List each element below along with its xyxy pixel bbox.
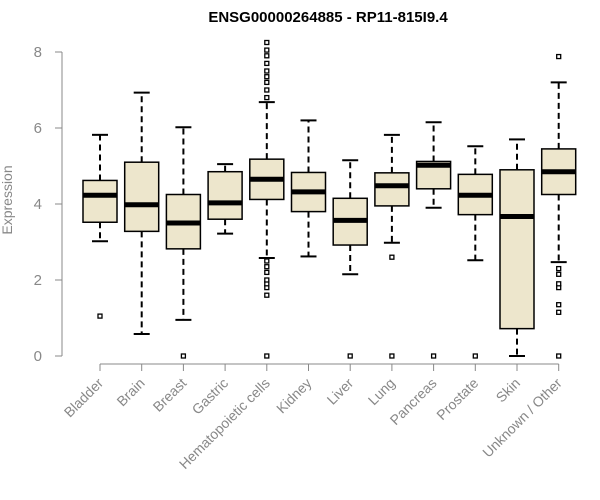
box-lung (374, 133, 410, 359)
box-gastric (207, 163, 243, 235)
outlier-point (556, 353, 562, 359)
box-prostate (457, 145, 494, 359)
y-tick-label: 0 (34, 348, 42, 365)
outlier-point (264, 277, 270, 283)
outlier-point (264, 258, 270, 264)
box-unknown-other (540, 53, 577, 359)
outlier-point (264, 94, 270, 101)
outlier-point (556, 271, 562, 277)
box-series (82, 39, 577, 359)
outlier-point (264, 53, 270, 59)
outlier-point (264, 74, 270, 80)
box-iqr (123, 161, 160, 233)
outlier-point (264, 79, 270, 86)
x-tick-label: Liver (324, 375, 357, 408)
box-hematopoietic-cells (249, 39, 285, 359)
outlier-point (264, 269, 270, 276)
box-iqr (82, 179, 118, 223)
x-tick-label: Breast (150, 375, 190, 415)
outlier-point (264, 47, 270, 53)
outlier-point (264, 353, 270, 359)
outlier-point (347, 353, 353, 359)
x-tick-label: Kidney (273, 375, 315, 417)
y-tick-label: 2 (34, 272, 42, 289)
box-iqr (499, 169, 535, 330)
x-tick-label: Prostate (433, 375, 481, 423)
outlier-point (264, 292, 270, 298)
y-tick-label: 6 (34, 120, 42, 137)
outlier-point (389, 353, 395, 359)
outlier-point (264, 60, 270, 67)
outlier-point (389, 254, 395, 260)
box-brain (123, 91, 160, 335)
y-tick-label: 8 (34, 44, 42, 61)
outlier-point (472, 353, 478, 359)
x-tick-label: Unknown / Other (479, 375, 565, 461)
box-liver (332, 159, 368, 359)
y-axis: 0 2 4 6 8 (34, 44, 63, 365)
outlier-point (556, 302, 562, 308)
box-breast (165, 126, 202, 359)
outlier-point (180, 353, 187, 359)
outlier-point (97, 313, 103, 319)
outlier-point (264, 68, 270, 74)
outlier-point (264, 87, 270, 93)
outlier-point (556, 309, 562, 315)
x-tick-label: Skin (493, 375, 524, 406)
outlier-point (430, 353, 437, 359)
x-tick-label: Lung (365, 375, 398, 408)
box-bladder (82, 133, 118, 319)
box-pancreas (415, 121, 452, 359)
x-tick-label: Bladder (61, 375, 107, 421)
box-iqr (374, 172, 410, 207)
outlier-point (264, 264, 270, 270)
x-tick-label: Brain (113, 375, 147, 409)
chart-title: ENSG00000264885 - RP11-815I9.4 (208, 9, 448, 26)
outlier-point (556, 281, 562, 287)
outlier-point (556, 265, 562, 272)
outlier-point (556, 53, 562, 60)
box-skin (499, 138, 535, 357)
outlier-point (264, 39, 270, 46)
y-axis-label: Expression (0, 165, 15, 234)
y-tick-label: 4 (34, 196, 42, 213)
box-iqr (207, 170, 243, 220)
box-kidney (290, 119, 327, 258)
